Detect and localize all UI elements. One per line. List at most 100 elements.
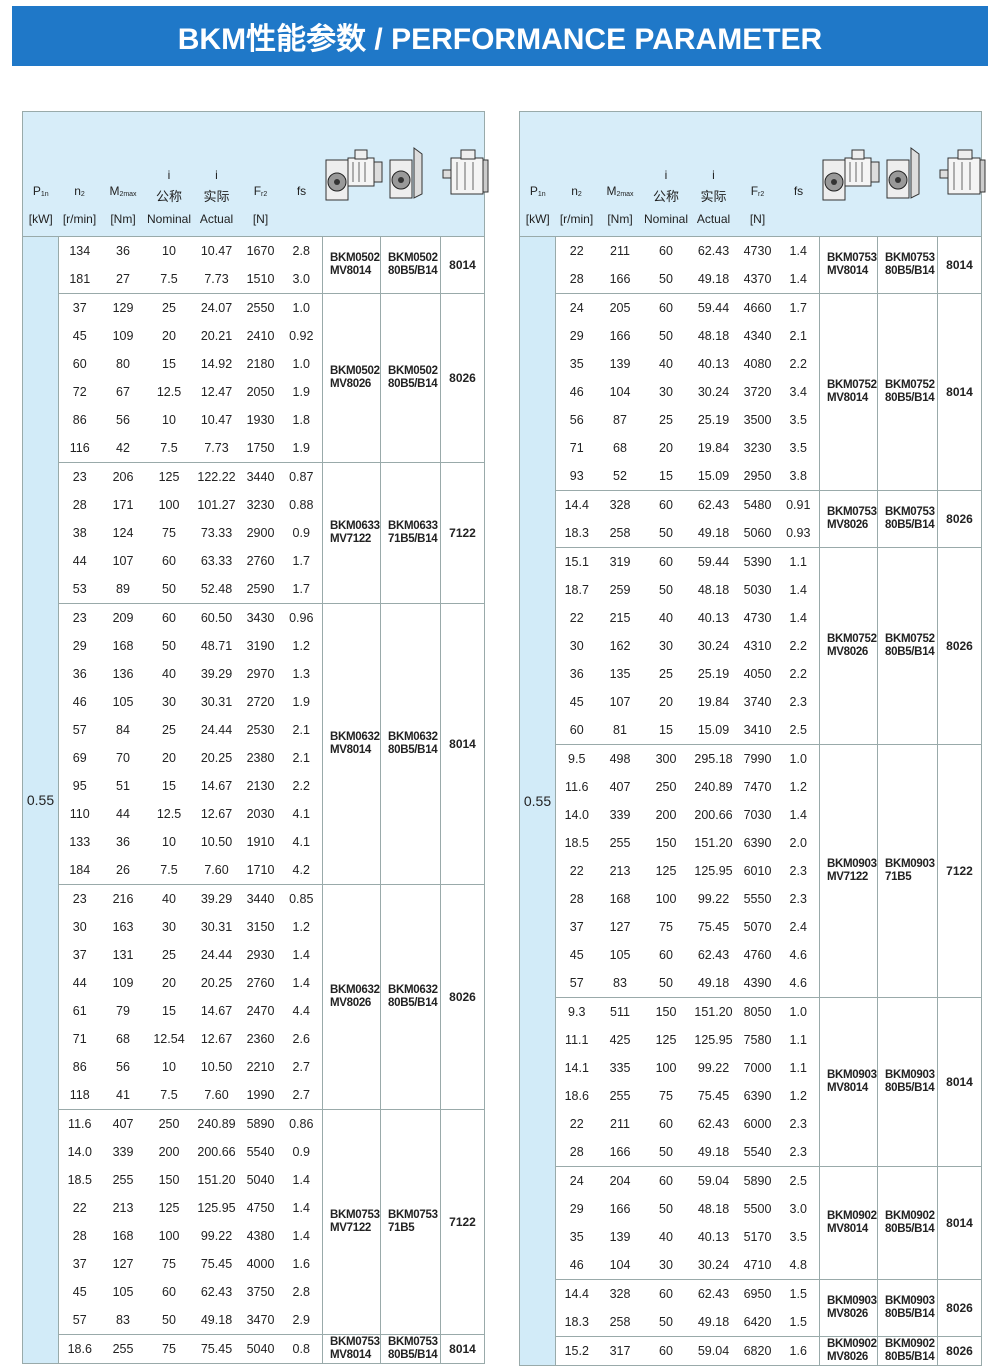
service-factor-value: 1.4 [789,272,807,286]
ratio-nominal-value: 25 [659,413,673,427]
n2-value: 116 [69,441,90,455]
n2-value: 37 [72,948,87,962]
ratio-nominal-value: 60 [642,236,690,265]
radial-load-value: 4050 [743,667,772,681]
ratio-actual-value: 40.13 [697,1230,730,1244]
service-factor-value: 3.5 [789,413,807,427]
torque-value: 105 [112,695,134,709]
motor-model: 8026 [440,884,485,1110]
torque-value: 87 [613,413,627,427]
torque-value: 407 [609,780,631,794]
service-factor-value: 4.2 [292,863,310,877]
torque-value: 51 [116,779,130,793]
header-ratio-actual: i 实际 Actual [192,111,241,237]
ratio-nominal-value: 12.54 [153,1032,185,1046]
radial-load-value: 4660 [737,293,778,322]
ratio-nominal-value: 20 [659,695,673,709]
n2-value: 28 [569,892,584,906]
torque-value: 339 [609,808,631,822]
torque-value: 36 [100,236,146,265]
n2-value: 86 [72,1060,87,1074]
n2-value: 24 [555,293,598,322]
ratio-actual-value: 7.60 [204,1088,229,1102]
service-factor-value: 4.8 [789,1258,807,1272]
n2-value: 61 [72,1004,87,1018]
n2-value: 184 [69,863,91,877]
service-factor-value: 1.4 [789,583,807,597]
motor-model: 8026 [937,490,982,548]
torque-value: 107 [609,695,631,709]
table-row: 24 204 60 59.04 5890 2.5 BKM0902 MV8014 BKM0902 8… [520,1166,982,1280]
table-row: 23 209 60 60.50 3430 0.96 BKM0632 MV8014 BKM0632… [23,603,485,885]
torque-value: 206 [100,462,146,491]
gearbox-flange-model: BKM0902 80B5/B14 [877,1336,938,1366]
service-factor-value: 1.5 [777,1279,820,1308]
torque-value: 44 [116,807,130,821]
torque-value: 135 [609,667,631,681]
table-row: 11.6 407 250 240.89 5890 0.86 BKM0753 MV7122 BKM… [23,1109,485,1335]
n2-value: 72 [72,385,87,399]
ratio-nominal-value: 20 [162,976,176,990]
radial-load-value: 7990 [737,744,778,773]
ratio-actual-value: 30.24 [697,639,730,653]
torque-value: 105 [112,1285,134,1299]
ratio-actual-value: 62.43 [689,490,738,519]
ratio-nominal-value: 15 [162,779,176,793]
service-factor-value: 2.2 [292,779,310,793]
ratio-actual-value: 15.09 [697,723,730,737]
n2-value: 28 [72,1229,87,1243]
gearbox-motor-model: BKM0752 MV8014 [819,293,878,491]
n2-value: 36 [569,667,584,681]
ratio-nominal-value: 60 [642,1166,690,1195]
table-row: 24 205 60 59.44 4660 1.7 BKM0752 MV8014 BKM0752 8… [520,293,982,491]
service-factor-value: 0.92 [289,329,314,343]
gearbox-flange-model: BKM0903 80B5/B14 [877,1279,938,1337]
header-row: P1n [kW] n2 [r/min] M2max [Nm] i 公称 Nominal i 实际 Ac… [519,111,985,237]
service-factor-value: 1.7 [292,582,310,596]
ratio-actual-value: 59.44 [689,547,738,576]
torque-value: 52 [613,469,627,483]
ratio-nominal-value: 30 [162,695,176,709]
ratio-nominal-value: 250 [655,780,677,794]
service-factor-value: 2.6 [292,1032,310,1046]
radial-load-value: 2550 [240,293,281,322]
service-factor-value: 1.1 [789,1033,807,1047]
table-row: 18.3 258 50 49.18 5060 0.93 [520,519,982,548]
service-factor-value: 1.2 [789,1089,807,1103]
ratio-actual-value: 62.43 [689,236,738,265]
service-factor-value: 2.1 [292,723,310,737]
n2-value: 53 [72,582,87,596]
motor-model: 8014 [937,1166,982,1280]
radial-load-value: 4370 [743,272,772,286]
table-row: 29 166 50 48.18 4340 2.1 [520,322,982,350]
ratio-actual-value: 10.47 [200,413,233,427]
table-row: 23 206 125 122.22 3440 0.87 BKM0633 MV7122 BKM06… [23,462,485,604]
gearbox-motor-model: BKM0753 MV7122 [322,1109,381,1335]
radial-load-value: 1910 [246,835,275,849]
radial-load-value: 4000 [246,1257,275,1271]
header-ratio-actual: i 实际 Actual [689,111,738,237]
radial-load-value: 2470 [246,1004,275,1018]
n2-value: 11.1 [565,1033,589,1047]
n2-value: 57 [72,723,87,737]
ratio-nominal-value: 125 [158,1201,180,1215]
gearbox-with-flange-icon [877,111,938,237]
gearbox-flange-model: BKM0633 71B5/B14 [380,462,441,604]
radial-load-value: 7580 [743,1033,772,1047]
service-factor-value: 2.5 [789,723,807,737]
ratio-actual-value: 75.45 [192,1334,241,1364]
service-factor-value: 3.8 [789,469,807,483]
ratio-nominal-value: 40 [659,1230,673,1244]
gearbox-with-flange-icon [380,111,441,237]
ratio-nominal-value: 10 [162,1060,176,1074]
radial-load-value: 5890 [737,1166,778,1195]
ratio-nominal-value: 50 [659,526,673,540]
ratio-nominal-value: 60 [162,1285,176,1299]
n2-value: 14.4 [555,1279,598,1308]
n2-value: 71 [569,441,584,455]
table-row: 57 84 25 24.44 2530 2.1 [23,716,485,744]
ratio-actual-value: 125.95 [694,864,733,878]
ratio-nominal-value: 7.5 [160,272,178,286]
ratio-actual-value: 99.22 [697,892,730,906]
ratio-nominal-value: 150 [642,997,690,1026]
